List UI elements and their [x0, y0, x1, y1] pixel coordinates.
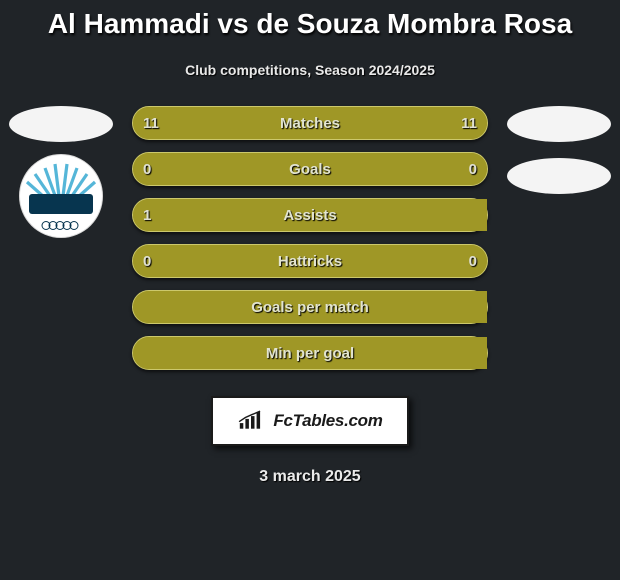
- stat-value-left: 0: [143, 245, 183, 277]
- stats-bars: 1111Matches00Goals1Assists00HattricksGoa…: [132, 106, 488, 370]
- stat-row: 1Assists: [132, 198, 488, 232]
- stat-value-right: 0: [437, 245, 477, 277]
- stat-value-left: 11: [143, 107, 183, 139]
- right-player-col: [504, 106, 614, 194]
- stat-value-left: 1: [143, 199, 183, 231]
- comparison-date: 3 march 2025: [0, 468, 620, 486]
- stat-value-right: 0: [437, 153, 477, 185]
- page-subtitle: Club competitions, Season 2024/2025: [0, 62, 620, 78]
- comparison-area: 1111Matches00Goals1Assists00HattricksGoa…: [0, 106, 620, 386]
- stat-value-left: 0: [143, 153, 183, 185]
- stat-row: 00Goals: [132, 152, 488, 186]
- page-title: Al Hammadi vs de Souza Mombra Rosa: [0, 0, 620, 40]
- stat-row: 1111Matches: [132, 106, 488, 140]
- brand-text: FcTables.com: [273, 411, 382, 431]
- stat-row: Goals per match: [132, 290, 488, 324]
- right-player-placeholder-1: [507, 106, 611, 142]
- right-player-placeholder-2: [507, 158, 611, 194]
- stat-value-right: 11: [437, 107, 477, 139]
- brand-watermark: FcTables.com: [211, 396, 409, 446]
- stat-fill-left: [133, 199, 487, 231]
- left-player-placeholder: [9, 106, 113, 142]
- left-club-logo: [19, 154, 103, 238]
- brand-bars-icon: [237, 410, 265, 432]
- stat-row: Min per goal: [132, 336, 488, 370]
- club-logo-band: [29, 194, 93, 214]
- left-player-col: [6, 106, 116, 238]
- stat-fill-left: [133, 337, 487, 369]
- club-logo-rings: [44, 221, 79, 230]
- stat-fill-left: [133, 291, 487, 323]
- stat-row: 00Hattricks: [132, 244, 488, 278]
